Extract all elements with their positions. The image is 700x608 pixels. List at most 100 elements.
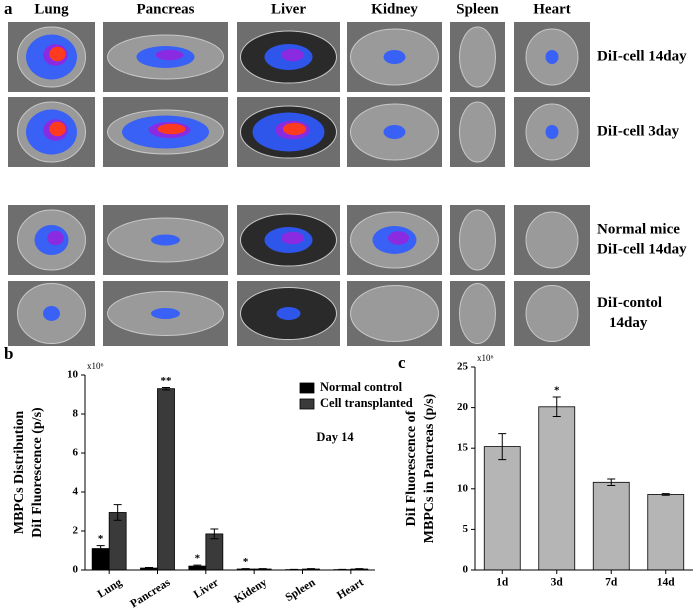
signal bbox=[383, 125, 406, 139]
column-header: Pancreas bbox=[136, 1, 194, 17]
significance-label: ** bbox=[161, 375, 173, 387]
error-bar bbox=[661, 493, 670, 496]
error-bar bbox=[258, 568, 267, 570]
row-label: 14day bbox=[609, 315, 648, 331]
y-multiplier: x10⁶ bbox=[477, 353, 494, 363]
panel-label: b bbox=[4, 344, 13, 363]
significance-label: * bbox=[195, 553, 201, 565]
row-label: DiI-cell 3day bbox=[597, 123, 680, 139]
legend-swatch bbox=[299, 398, 315, 410]
legend-label: Cell transplanted bbox=[320, 396, 413, 410]
signal bbox=[49, 121, 66, 137]
signal bbox=[545, 50, 559, 64]
signal bbox=[151, 234, 180, 246]
y-tick-label: 8 bbox=[73, 408, 79, 420]
signal bbox=[157, 123, 186, 135]
x-tick-label: Spleen bbox=[283, 576, 318, 604]
x-tick-label: 1d bbox=[496, 577, 509, 589]
y-axis-label: MBPCs in Pancreas (p/s) bbox=[422, 393, 437, 543]
significance-label: * bbox=[98, 533, 104, 545]
y-axis-label: DiI Fluorescence of bbox=[404, 410, 419, 526]
y-tick-label: 0 bbox=[463, 564, 469, 576]
annotation: Day 14 bbox=[316, 430, 354, 444]
error-bar bbox=[145, 566, 153, 570]
error-bar bbox=[241, 568, 250, 570]
bar bbox=[108, 512, 127, 571]
x-tick-label: Heart bbox=[335, 577, 366, 602]
error-bar bbox=[307, 568, 315, 570]
organ bbox=[459, 209, 496, 271]
y-tick-label: 10 bbox=[67, 369, 79, 381]
signal bbox=[383, 50, 406, 64]
signal bbox=[43, 306, 60, 321]
legend-label: Normal control bbox=[320, 380, 403, 394]
y-multiplier: x10⁶ bbox=[87, 361, 104, 371]
bar bbox=[538, 406, 576, 571]
signal bbox=[155, 49, 184, 61]
signal bbox=[276, 307, 301, 320]
y-tick-label: 4 bbox=[73, 486, 79, 498]
column-header: Heart bbox=[533, 1, 570, 17]
x-tick-label: Kideny bbox=[232, 576, 269, 605]
error-bar bbox=[607, 478, 616, 487]
y-tick-label: 15 bbox=[457, 442, 469, 454]
bar bbox=[483, 446, 521, 571]
organ bbox=[459, 283, 496, 344]
bar bbox=[157, 388, 175, 571]
x-tick-label: Liver bbox=[192, 577, 221, 601]
column-header: Spleen bbox=[456, 1, 499, 17]
error-bar bbox=[498, 433, 507, 461]
x-tick-label: Pancreas bbox=[128, 576, 173, 608]
organ bbox=[350, 285, 439, 342]
error-bar bbox=[355, 568, 364, 570]
significance-label: * bbox=[243, 556, 249, 568]
bar bbox=[592, 481, 630, 571]
y-tick-label: 0 bbox=[73, 564, 79, 576]
signal bbox=[280, 231, 305, 245]
column-header: Lung bbox=[34, 1, 69, 17]
y-tick-label: 25 bbox=[457, 361, 469, 373]
x-tick-label: Lung bbox=[96, 576, 125, 600]
bar bbox=[205, 533, 224, 571]
panel-label: a bbox=[4, 0, 13, 18]
row-label: DiI-cell 14day bbox=[597, 48, 687, 64]
y-tick-label: 10 bbox=[457, 482, 469, 494]
error-bar bbox=[96, 545, 105, 552]
organ bbox=[525, 285, 579, 342]
panel-label: c bbox=[398, 353, 406, 372]
signal bbox=[387, 231, 410, 245]
row-label: DiI-cell 14day bbox=[597, 241, 687, 257]
row-label: Normal mice bbox=[597, 221, 680, 237]
y-tick-label: 2 bbox=[73, 525, 79, 537]
legend-swatch bbox=[299, 382, 315, 394]
organ bbox=[459, 101, 496, 163]
y-axis-label: MBPCs Distribution bbox=[12, 411, 27, 535]
row-label: DiI-contol bbox=[597, 295, 662, 311]
x-tick-label: 3d bbox=[551, 577, 564, 589]
signal bbox=[49, 46, 66, 62]
column-header: Liver bbox=[271, 1, 306, 17]
y-tick-label: 6 bbox=[73, 447, 79, 459]
column-header: Kidney bbox=[371, 1, 418, 17]
error-bar bbox=[113, 504, 122, 521]
organ bbox=[525, 211, 579, 269]
y-tick-label: 20 bbox=[457, 401, 469, 413]
y-axis-label: DiI Fluorescence (p/s) bbox=[30, 407, 45, 538]
signal bbox=[545, 125, 559, 139]
error-bar bbox=[210, 528, 219, 540]
error-bar bbox=[162, 386, 170, 391]
panel-a: a Lung Pancreas Liver Kidney Spleen Heart DiI-… bbox=[4, 0, 687, 346]
signal bbox=[151, 308, 180, 319]
significance-label: * bbox=[554, 385, 560, 397]
signal bbox=[280, 48, 305, 62]
error-bar bbox=[193, 564, 202, 568]
signal bbox=[282, 122, 307, 136]
organ bbox=[459, 26, 496, 88]
x-tick-label: 7d bbox=[605, 577, 618, 589]
signal bbox=[47, 230, 64, 246]
bar bbox=[647, 494, 685, 571]
x-tick-label: 14d bbox=[657, 577, 676, 589]
error-bar bbox=[552, 396, 561, 418]
y-tick-label: 5 bbox=[463, 523, 469, 535]
